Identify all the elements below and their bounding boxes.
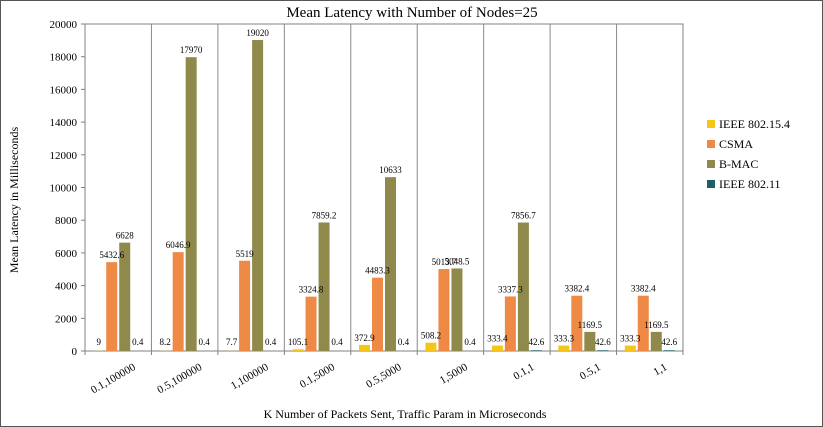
data-label: 1169.5 [578, 320, 603, 330]
data-label: 3382.4 [631, 284, 656, 294]
data-label: 8.2 [160, 337, 171, 347]
bar [530, 350, 542, 351]
legend: IEEE 802.15.4 CSMA B-MAC IEEE 802.11 [707, 117, 790, 191]
x-tick-label: 0.1,1 [511, 361, 536, 382]
data-label: 3324.8 [299, 285, 324, 295]
legend-label: B-MAC [719, 157, 758, 171]
data-label: 5519 [236, 249, 255, 259]
bars [93, 40, 675, 352]
bar [119, 242, 131, 351]
bar [650, 331, 662, 351]
bar [517, 222, 529, 351]
y-tick-label: 6000 [55, 248, 78, 260]
bar [571, 295, 583, 351]
x-tick-label: 0.5,100000 [155, 361, 204, 396]
x-tick-label: 1,100000 [229, 361, 271, 392]
data-label: 7856.7 [511, 211, 536, 221]
bar [663, 350, 675, 351]
bar [504, 296, 516, 351]
bar [106, 262, 118, 351]
data-label: 42.6 [661, 337, 677, 347]
bar [185, 57, 197, 352]
legend-swatch [707, 120, 715, 128]
bar [597, 350, 609, 351]
data-label: 333.3 [554, 334, 575, 344]
x-tick-label: 0.1,100000 [89, 361, 138, 396]
y-tick-label: 0 [72, 346, 78, 358]
bar [491, 345, 503, 351]
y-tick-label: 20000 [50, 19, 78, 31]
bar [239, 260, 251, 351]
y-tick-label: 16000 [50, 84, 78, 96]
data-label: 3337.3 [498, 284, 523, 294]
data-label: 1169.5 [644, 320, 669, 330]
bar [425, 342, 437, 351]
bar [172, 252, 184, 351]
bar [385, 177, 396, 351]
bar [292, 349, 304, 351]
legend-swatch [707, 140, 715, 148]
bar [584, 331, 596, 351]
data-label: 0.4 [464, 337, 476, 347]
x-tick-label: 0.5,5000 [364, 361, 404, 391]
y-tick-label: 2000 [55, 313, 78, 325]
data-label: 6046.9 [166, 240, 191, 250]
x-tick-label: 0.5,1 [578, 361, 603, 382]
legend-swatch [707, 160, 715, 168]
legend-label: IEEE 802.11 [719, 177, 781, 191]
data-label: 6628 [116, 231, 135, 241]
data-label: 105.1 [288, 337, 308, 347]
data-label: 333.4 [487, 334, 508, 344]
bar [372, 277, 383, 351]
data-label: 508.2 [421, 331, 441, 341]
y-tick-label: 4000 [55, 281, 78, 293]
data-label: 5013.7 [432, 257, 457, 267]
data-label: 10633 [379, 165, 402, 175]
data-label: 0.4 [132, 337, 144, 347]
data-label: 0.4 [199, 337, 211, 347]
y-tick-label: 18000 [50, 52, 78, 64]
data-label: 0.4 [398, 337, 410, 347]
data-label: 7.7 [226, 337, 238, 347]
data-label: 9 [96, 337, 101, 347]
data-label: 19020 [246, 28, 269, 38]
legend-swatch [707, 180, 715, 188]
bar [451, 268, 463, 351]
data-label: 333.3 [620, 334, 641, 344]
bar [359, 344, 370, 351]
legend-label: IEEE 802.15.4 [719, 117, 790, 131]
data-labels: 9 5432.6 6628 0.4 8.2 6046.9 17970 0.4 7.7 5519 19… [96, 28, 677, 347]
x-tick-label: 1,1 [651, 361, 669, 378]
data-label: 7859.2 [312, 211, 337, 221]
bar [252, 40, 264, 351]
data-label: 42.6 [529, 337, 545, 347]
x-tick-label: 0.1,5000 [298, 361, 338, 391]
data-label: 4483.3 [365, 266, 390, 276]
y-tick-label: 12000 [50, 150, 78, 162]
x-axis-title: K Number of Packets Sent, Traffic Param … [264, 407, 547, 421]
data-label: 42.6 [595, 337, 611, 347]
bar [438, 269, 450, 351]
y-tick-label: 8000 [55, 215, 78, 227]
bar [637, 295, 649, 351]
bar [624, 345, 636, 351]
data-label: 5432.6 [99, 250, 124, 260]
data-label: 0.4 [265, 337, 277, 347]
bar [305, 296, 317, 351]
data-label: 17970 [180, 45, 203, 55]
y-axis-title: Mean Latency in Milliseconds [7, 127, 21, 274]
data-label: 3382.4 [564, 284, 589, 294]
bar [558, 345, 570, 351]
chart-title: Mean Latency with Number of Nodes=25 [286, 5, 537, 21]
legend-label: CSMA [719, 137, 753, 151]
data-label: 372.9 [354, 333, 375, 343]
data-label: 0.4 [331, 337, 343, 347]
y-tick-label: 10000 [50, 183, 78, 195]
bar [318, 222, 330, 351]
y-tick-label: 14000 [50, 117, 78, 129]
x-tick-label: 1,5000 [438, 361, 471, 387]
data-label: 5048.5 [445, 256, 470, 266]
